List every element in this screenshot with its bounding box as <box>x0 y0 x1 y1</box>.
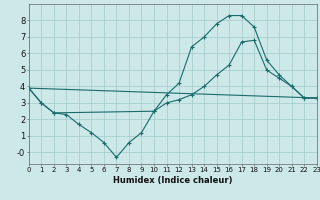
X-axis label: Humidex (Indice chaleur): Humidex (Indice chaleur) <box>113 176 233 185</box>
